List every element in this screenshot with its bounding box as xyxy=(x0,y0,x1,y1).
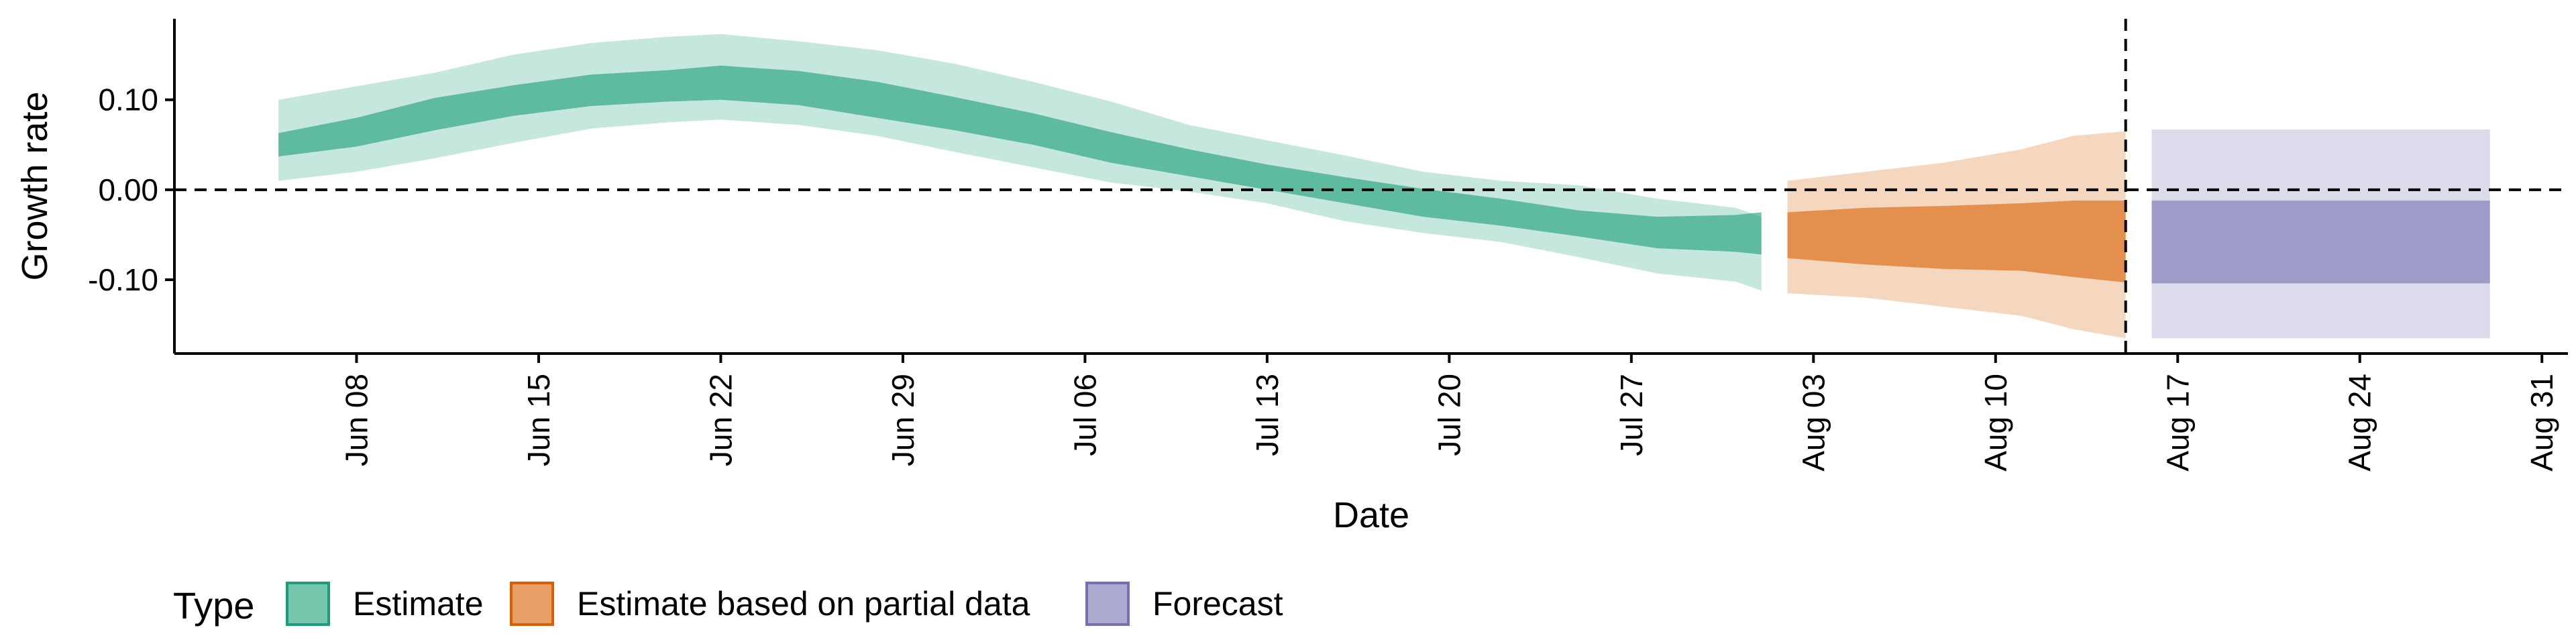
legend: Type Estimate Estimate based on partial d… xyxy=(173,582,1283,627)
x-tick-label: Jun 22 xyxy=(703,374,738,466)
x-tick-label: Aug 10 xyxy=(1978,374,2013,472)
x-tick-label: Jun 08 xyxy=(339,374,374,466)
series-0-outer-band xyxy=(278,34,1762,291)
x-tick-label: Jun 29 xyxy=(885,374,920,466)
x-tick-label: Jul 20 xyxy=(1432,374,1466,456)
axes xyxy=(173,19,2568,355)
y-axis-title: Growth rate xyxy=(15,91,55,280)
x-tick-label: Aug 03 xyxy=(1796,374,1831,472)
series-2-inner-band xyxy=(2151,201,2490,284)
y-tick-label: -0.10 xyxy=(88,262,158,297)
y-tick-label: 0.00 xyxy=(98,172,158,207)
x-tick-label: Jul 27 xyxy=(1614,374,1649,456)
legend-key-0 xyxy=(286,582,330,626)
x-tick-label: Aug 24 xyxy=(2343,374,2377,472)
legend-key-2 xyxy=(1085,582,1130,626)
series-0-inner-band xyxy=(278,65,1762,255)
x-tick-label: Aug 31 xyxy=(2524,374,2559,472)
x-tick-label: Jun 15 xyxy=(521,374,556,466)
band-layer xyxy=(278,34,2490,339)
legend-label-0: Estimate xyxy=(353,585,484,623)
x-axis-title: Date xyxy=(1333,495,1409,535)
legend-label-1: Estimate based on partial data xyxy=(577,585,1030,623)
y-axis-ticks: 0.10 0.00 -0.10 xyxy=(88,83,174,297)
series-1-inner-band xyxy=(1787,201,2126,282)
x-axis-ticks: Jun 08 Jun 15 Jun 22 Jun 29 Jul 06 Jul 13 Jul … xyxy=(339,354,2559,472)
x-tick-label: Jul 13 xyxy=(1250,374,1285,456)
legend-key-1 xyxy=(510,582,554,626)
legend-title: Type xyxy=(173,584,254,627)
x-tick-label: Jul 06 xyxy=(1067,374,1102,456)
x-tick-label: Aug 17 xyxy=(2160,374,2195,472)
y-tick-label: 0.10 xyxy=(98,83,158,117)
legend-label-2: Forecast xyxy=(1152,585,1283,623)
reference-lines xyxy=(174,19,2568,354)
